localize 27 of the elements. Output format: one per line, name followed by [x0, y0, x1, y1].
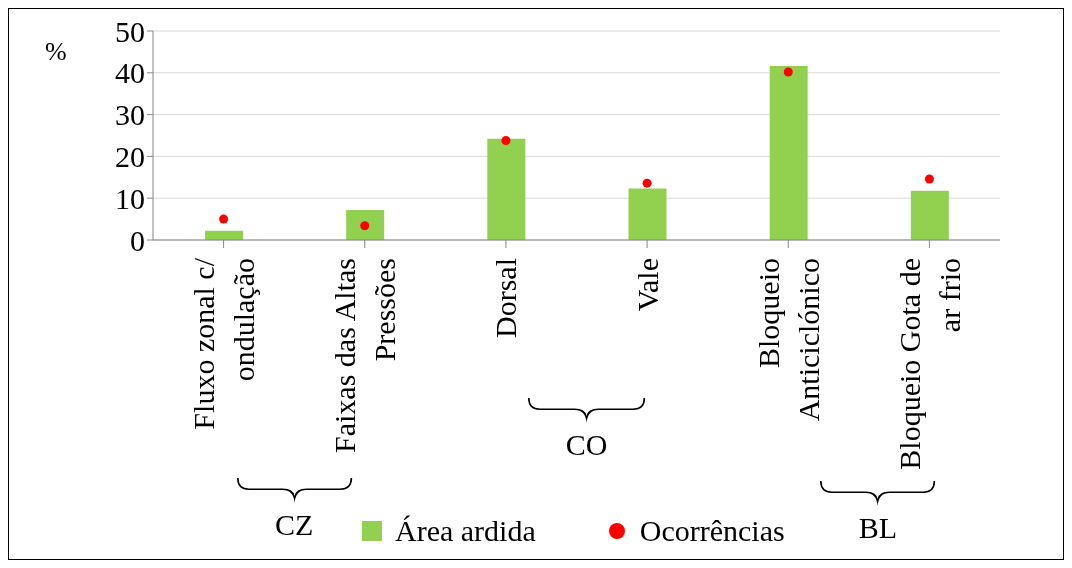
x-tick-label: Bloqueio Gota de ar frio	[892, 258, 966, 470]
bar	[628, 188, 667, 240]
text: CO	[564, 428, 609, 462]
x-tick-label: Vale	[630, 258, 664, 312]
y-axis-title: %	[45, 37, 67, 67]
x-tick-label: Dorsal	[489, 258, 523, 338]
point	[501, 136, 511, 146]
y-tick-label: 40	[115, 56, 145, 90]
legend-label: Área ardida	[395, 514, 536, 548]
y-tick-label: 50	[115, 14, 145, 48]
point	[642, 178, 652, 188]
point	[924, 174, 934, 184]
legend-label: Ocorrências	[639, 514, 785, 548]
point	[783, 67, 793, 77]
text: CZ	[274, 508, 315, 542]
point	[219, 214, 229, 224]
x-tick-label: Fluxo zonal c/ ondulação	[187, 257, 261, 430]
y-tick-label: 30	[115, 98, 145, 132]
bar	[910, 190, 949, 240]
text: BL	[857, 511, 898, 545]
y-tick-label: 20	[115, 140, 145, 174]
y-tick-label: 10	[115, 181, 145, 215]
x-tick-label: Bloqueio Anticiclónico	[751, 258, 825, 422]
bar	[346, 209, 385, 240]
bar	[769, 66, 808, 240]
bar	[487, 138, 526, 240]
y-tick-label: 0	[130, 223, 145, 257]
